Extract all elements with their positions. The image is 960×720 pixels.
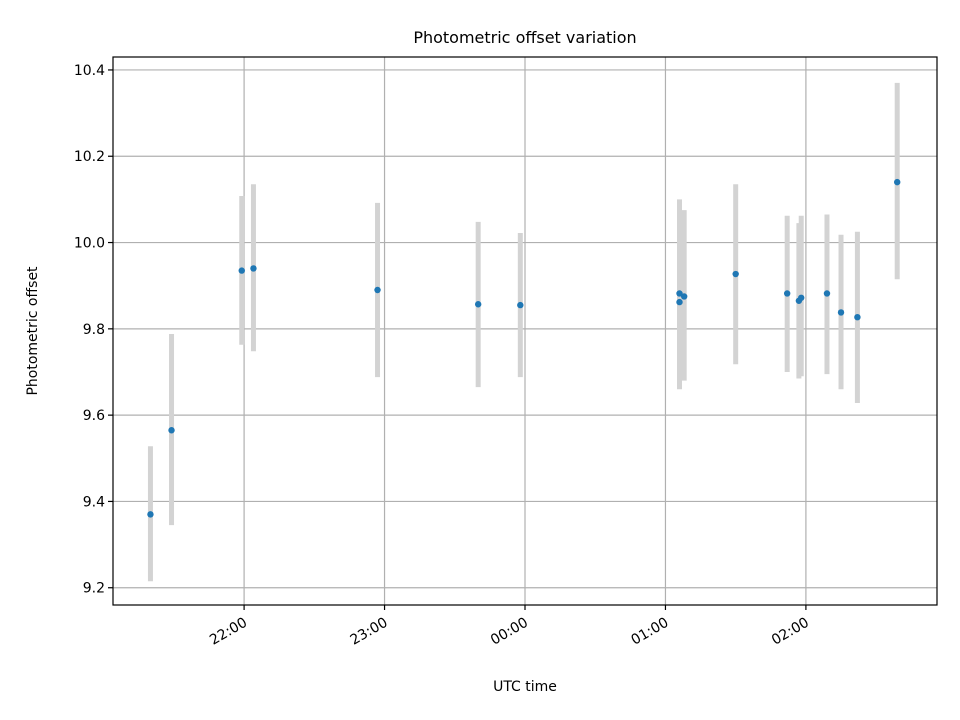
data-point (854, 313, 861, 321)
data-point (676, 298, 683, 306)
y-axis-ticks: 9.2 9.4 9.6 9.8 10.0 10.2 10.4 (74, 63, 113, 597)
data-point (147, 511, 154, 518)
x-axis-label: UTC time (493, 679, 557, 695)
y-tick-label: 9.4 (83, 494, 105, 510)
data-point (823, 290, 831, 297)
data-points (147, 178, 901, 518)
y-tick-label: 9.8 (83, 322, 105, 338)
y-tick-label: 10.0 (74, 236, 105, 252)
data-point (474, 301, 482, 308)
data-point (680, 293, 688, 300)
y-axis-label: Photometric offset (25, 266, 41, 396)
data-point (783, 290, 791, 297)
data-point (374, 286, 381, 294)
data-point (894, 178, 901, 186)
y-tick-label: 10.4 (74, 63, 105, 79)
y-tick-label: 10.2 (74, 149, 105, 165)
data-point (732, 270, 739, 278)
data-point (238, 267, 245, 274)
data-point (798, 294, 805, 301)
data-point (250, 265, 257, 272)
y-tick-label: 9.6 (83, 408, 105, 424)
data-point (676, 290, 683, 297)
data-point (517, 301, 524, 309)
chart-title: Photometric offset variation (413, 28, 636, 47)
data-point (837, 309, 845, 316)
data-point (168, 427, 175, 434)
y-tick-label: 9.2 (83, 581, 105, 597)
